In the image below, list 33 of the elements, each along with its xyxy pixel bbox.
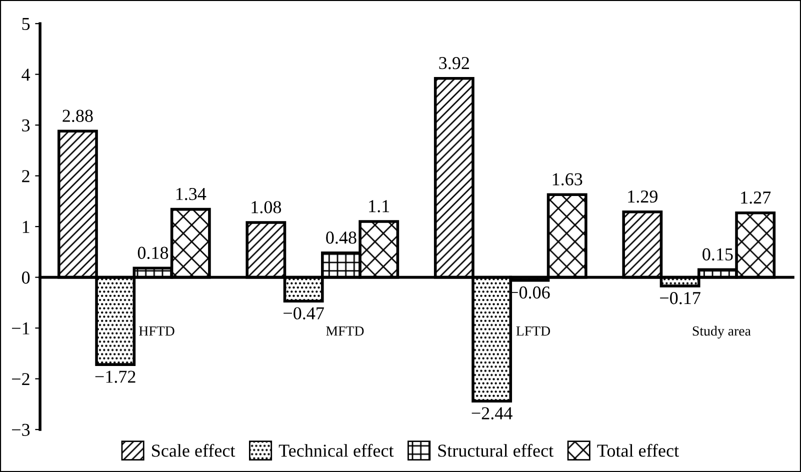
x-tick-label: MFTD <box>326 326 364 336</box>
data-label: 1.29 <box>628 190 658 203</box>
data-label: 1.1 <box>369 200 390 212</box>
y-tick-label: 5 <box>22 18 30 30</box>
data-label: 1.27 <box>741 192 771 204</box>
data-label: 1.08 <box>252 201 282 214</box>
y-tick-label: 1 <box>22 220 30 233</box>
data-label: −0.17 <box>660 292 700 304</box>
legend-label: Total effect <box>597 444 679 457</box>
data-label: 1.34 <box>176 188 206 200</box>
y-tick-label: −3 <box>12 424 30 436</box>
data-label: 0.15 <box>702 248 733 261</box>
data-label: −0.06 <box>509 286 550 299</box>
y-tick-label: 4 <box>22 68 30 81</box>
data-label: 1.63 <box>552 173 582 186</box>
legend-label: Scale effect <box>152 444 236 457</box>
x-tick-label: Study area <box>692 326 751 339</box>
legend-label: Technical effect <box>278 444 394 457</box>
data-label: 2.88 <box>62 110 93 122</box>
x-tick-label: LFTD <box>516 326 550 336</box>
y-tick-label: −1 <box>12 322 30 334</box>
legend-label: Structural effect <box>438 444 554 457</box>
data-label: 3.92 <box>439 57 469 70</box>
data-label: −0.47 <box>284 307 324 320</box>
y-tick-label: −2 <box>12 373 30 386</box>
y-tick-label: 3 <box>22 119 30 132</box>
data-label: −2.44 <box>472 407 512 420</box>
y-tick-label: 0 <box>22 272 30 284</box>
x-tick-label: HFTD <box>139 326 174 336</box>
data-label: 0.48 <box>326 232 356 244</box>
data-label: −1.72 <box>95 370 136 383</box>
y-tick-label: 2 <box>22 170 30 182</box>
data-label: 0.18 <box>138 246 168 260</box>
